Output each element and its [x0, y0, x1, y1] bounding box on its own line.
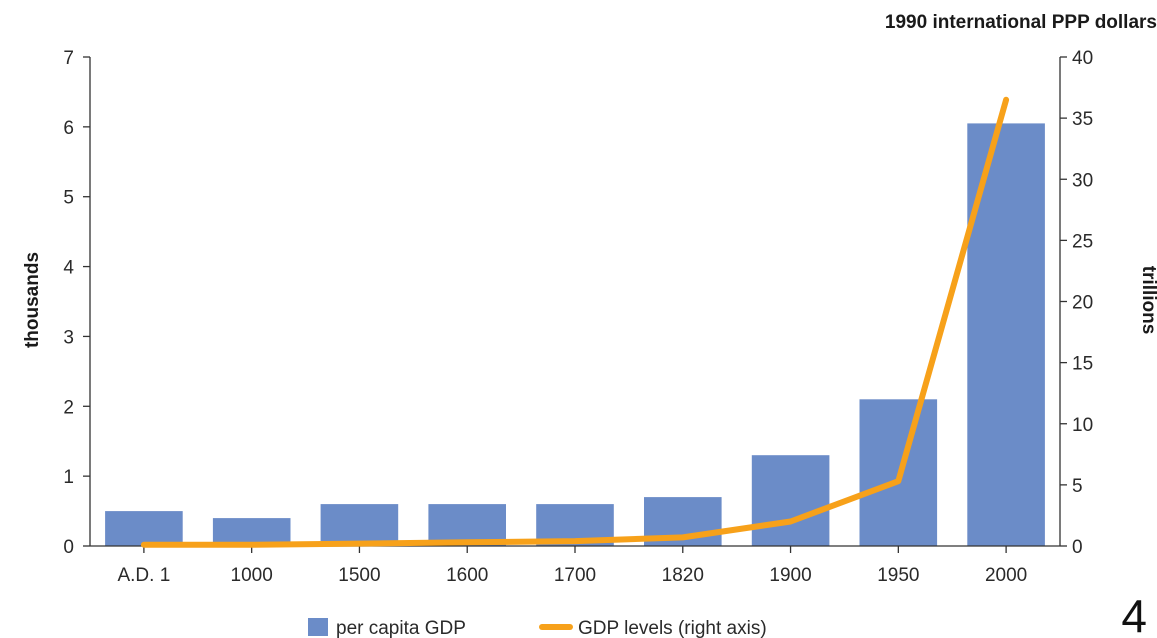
right-tick-label: 40 — [1072, 48, 1093, 69]
right-tick-label: 25 — [1072, 231, 1093, 252]
unit-label: 1990 international PPP dollars — [885, 12, 1157, 33]
left-tick-label: 0 — [63, 537, 74, 558]
bar-1500 — [320, 504, 399, 546]
legend-swatch-per-capita-gdp — [308, 618, 328, 636]
right-tick-label: 35 — [1072, 109, 1093, 130]
gdp-levels-line — [140, 96, 1010, 548]
right-tick-label: 15 — [1072, 354, 1093, 375]
x-tick-label: 1820 — [662, 565, 704, 586]
bar-1900 — [751, 455, 830, 546]
right-tick-label: 30 — [1072, 170, 1093, 191]
plot-area: 0 1 2 3 4 5 6 7 0 5 10 15 20 25 30 35 40 A.D. 1 1000 1500 16… — [63, 48, 1093, 586]
left-tick-label: 6 — [63, 118, 74, 139]
gdp-line-layer — [140, 96, 1010, 548]
right-tick-label: 10 — [1072, 415, 1093, 436]
right-tick-label: 20 — [1072, 293, 1093, 314]
x-tick-label: 1500 — [338, 565, 380, 586]
x-tick-label: A.D. 1 — [117, 565, 170, 586]
x-tick-label: 1900 — [769, 565, 811, 586]
left-tick-label: 7 — [63, 48, 74, 69]
left-tick-label: 5 — [63, 188, 74, 209]
left-tick-label: 2 — [63, 397, 74, 418]
bar-1000 — [212, 518, 291, 546]
right-axis-title: trillions — [1138, 266, 1157, 335]
slide-number: 4 — [1121, 590, 1147, 638]
right-tick-label: 5 — [1072, 476, 1083, 497]
x-tick-label: 1000 — [231, 565, 273, 586]
legend-label-gdp-levels: GDP levels (right axis) — [578, 618, 767, 638]
x-tick-label: 2000 — [985, 565, 1027, 586]
bars — [105, 123, 1045, 547]
x-tick-label: 1600 — [446, 565, 488, 586]
bar-a-d-1 — [105, 511, 183, 546]
left-tick-label: 3 — [63, 327, 74, 348]
x-tick-label: 1700 — [554, 565, 596, 586]
left-tick-label: 4 — [63, 258, 74, 279]
legend-label-per-capita-gdp: per capita GDP — [336, 618, 466, 638]
x-tick-label: 1950 — [877, 565, 919, 586]
tick-labels: 0 1 2 3 4 5 6 7 0 5 10 15 20 25 30 35 40 A.D. 1 1000 1500 16… — [63, 48, 1093, 586]
left-tick-label: 1 — [63, 467, 74, 488]
right-tick-label: 0 — [1072, 537, 1083, 558]
legend: per capita GDP GDP levels (right axis) — [308, 618, 767, 638]
left-axis-title: thousands — [22, 252, 43, 348]
